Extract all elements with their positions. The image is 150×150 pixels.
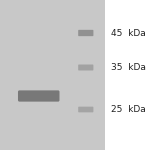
FancyBboxPatch shape bbox=[18, 90, 60, 102]
Text: 45  kDa: 45 kDa bbox=[111, 28, 146, 38]
Text: 25  kDa: 25 kDa bbox=[111, 105, 146, 114]
FancyBboxPatch shape bbox=[0, 0, 105, 150]
Text: 35  kDa: 35 kDa bbox=[111, 63, 146, 72]
FancyBboxPatch shape bbox=[78, 30, 93, 36]
FancyBboxPatch shape bbox=[78, 64, 93, 70]
FancyBboxPatch shape bbox=[78, 107, 93, 112]
